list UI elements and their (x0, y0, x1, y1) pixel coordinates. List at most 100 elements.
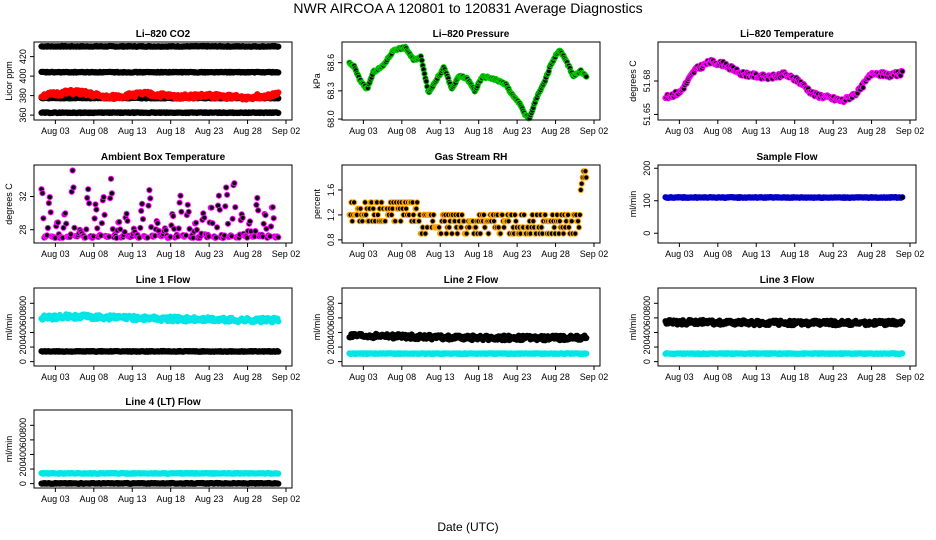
data-point (39, 190, 46, 197)
data-point (85, 186, 92, 193)
y-tick-label: 400 (18, 447, 28, 462)
y-tick-label: 400 (642, 325, 652, 340)
y-tick-label: 400 (326, 325, 336, 340)
data-point (497, 230, 504, 237)
panel-title: Line 4 (LT) Flow (125, 397, 201, 408)
x-tick-label: Aug 28 (857, 126, 886, 136)
data-point (252, 228, 259, 235)
data-point (86, 200, 93, 207)
y-tick-label: 0 (642, 231, 652, 236)
data-point (139, 216, 147, 223)
data-point (538, 224, 545, 231)
x-tick-label: Aug 08 (704, 372, 733, 382)
plot-frame (657, 164, 917, 244)
data-point (899, 194, 906, 201)
panel-title: Ambient Box Temperature (101, 152, 226, 163)
x-tick-label: Aug 13 (426, 372, 455, 382)
data-point (437, 230, 445, 237)
y-tick-label: 0 (642, 359, 652, 364)
x-tick-label: Aug 28 (857, 372, 886, 382)
data-point (269, 204, 276, 211)
x-tick-label: Aug 28 (857, 249, 886, 259)
data-point (222, 203, 229, 210)
data-point (410, 211, 417, 218)
data-point (229, 215, 236, 222)
data-points (346, 168, 590, 237)
y-tick-label: 800 (18, 418, 28, 433)
data-point (178, 208, 185, 215)
panel-title: Li–820 CO2 (136, 29, 191, 40)
data-point (137, 224, 144, 231)
x-tick-label: Aug 18 (780, 249, 809, 259)
x-tick-label: Aug 28 (541, 249, 570, 259)
x-tick-label: Aug 08 (80, 494, 109, 504)
x-tick-label: Aug 18 (780, 372, 809, 382)
x-tick-label: Aug 18 (156, 372, 185, 382)
data-points (346, 43, 590, 122)
x-tick-label: Aug 03 (349, 126, 378, 136)
y-tick-label: 1.6 (326, 184, 336, 197)
data-point (92, 201, 99, 208)
data-point (551, 224, 558, 231)
data-point (116, 218, 123, 226)
data-point (575, 218, 582, 225)
data-point (374, 211, 381, 218)
y-axis-label: degrees C (4, 183, 14, 225)
x-tick-label: Aug 23 (195, 494, 224, 504)
data-point (108, 190, 116, 197)
x-tick-label: Aug 08 (388, 372, 417, 382)
data-point (418, 57, 425, 64)
data-point (176, 199, 183, 206)
data-point (260, 220, 267, 227)
data-point (146, 187, 153, 194)
x-tick-label: Aug 08 (704, 249, 733, 259)
y-tick-label: 420 (18, 49, 28, 64)
data-point (275, 480, 282, 487)
y-tick-label: 51.65 (642, 103, 652, 126)
data-point (255, 207, 262, 214)
data-point (572, 230, 579, 237)
data-point (463, 230, 470, 237)
x-tick-label: Aug 03 (349, 249, 378, 259)
y-tick-label: 200 (326, 340, 336, 355)
plot-frame (657, 41, 917, 121)
x-tick-label: Aug 18 (464, 249, 493, 259)
x-tick-label: Sep 02 (272, 249, 301, 259)
x-tick-label: Aug 23 (503, 372, 532, 382)
data-point (859, 84, 867, 91)
y-tick-label: 800 (326, 296, 336, 311)
y-tick-label: 100 (642, 193, 652, 208)
x-tick-label: Aug 13 (118, 249, 147, 259)
x-tick-label: Aug 28 (233, 372, 262, 382)
data-point (530, 218, 537, 225)
data-point (177, 192, 184, 199)
data-point (215, 192, 222, 199)
panel-title: Line 3 Flow (760, 275, 815, 286)
data-point (223, 184, 230, 191)
data-point (275, 89, 282, 96)
data-point (899, 68, 906, 75)
y-tick-label: 0 (18, 359, 28, 364)
data-point (397, 218, 404, 225)
y-axis-label: percent (312, 188, 322, 219)
data-points (38, 311, 282, 355)
data-point (583, 174, 590, 181)
data-points (346, 330, 590, 358)
x-tick-label: Aug 28 (233, 494, 262, 504)
data-point (583, 334, 590, 342)
y-axis-label: ml/min (628, 191, 638, 218)
data-point (175, 225, 182, 232)
data-point (505, 218, 512, 225)
panel-title: Gas Stream RH (435, 152, 508, 163)
x-tick-label: Aug 28 (233, 249, 262, 259)
x-tick-label: Aug 13 (118, 126, 147, 136)
data-point (71, 224, 78, 231)
y-tick-label: 200 (642, 340, 652, 355)
